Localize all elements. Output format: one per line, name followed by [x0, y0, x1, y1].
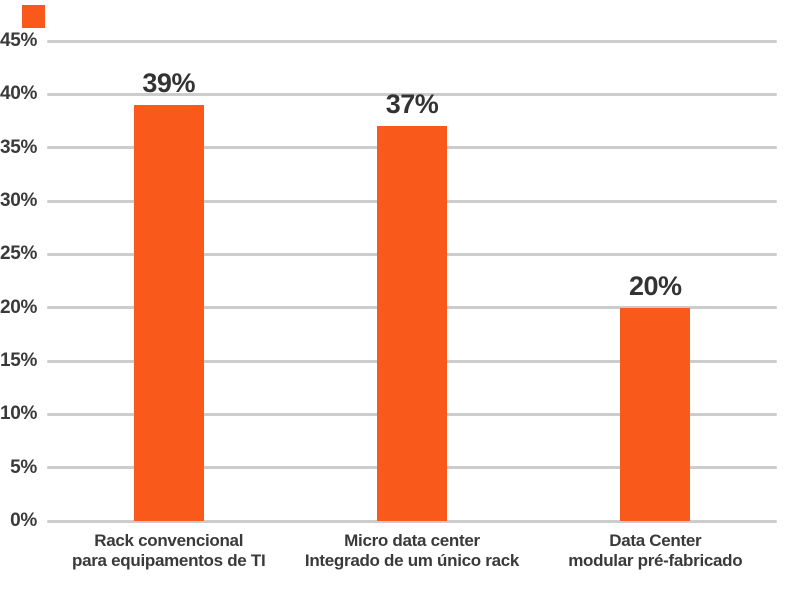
- y-tick-label-35%: 35%: [0, 136, 38, 158]
- y-tick-label-40%: 40%: [0, 83, 38, 105]
- y-tick-label-45%: 45%: [0, 30, 38, 51]
- category-label-line: para equipamentos de TI: [72, 551, 266, 570]
- bar-value-label-1: 39%: [142, 68, 195, 98]
- gridline-40%: [47, 92, 777, 96]
- category-label-line: modular pré-fabricado: [568, 551, 743, 570]
- bar-2: [377, 126, 447, 521]
- category-label-line: Integrado de um único rack: [304, 551, 520, 570]
- bar-3: [620, 307, 691, 521]
- category-label-3: Data Center modular pré-fabricado: [530, 531, 780, 571]
- category-label-line: Data Center: [609, 531, 702, 550]
- category-label-line: Micro data center: [344, 531, 480, 550]
- category-label-1: Rack convencional para equipamentos de TI: [44, 531, 294, 571]
- category-label-line: Rack convencional: [94, 531, 244, 550]
- gridline-0%: [47, 519, 777, 523]
- category-label-2: Micro data center Integrado de um único r…: [287, 531, 537, 571]
- y-tick-label-5%: 5%: [10, 456, 37, 478]
- y-tick-label-30%: 30%: [0, 190, 38, 211]
- bar-1: [133, 105, 204, 521]
- y-tick-label-10%: 10%: [0, 403, 38, 425]
- y-tick-label-20%: 20%: [0, 296, 38, 318]
- bar-value-label-2: 37%: [385, 89, 439, 120]
- y-tick-label-15%: 15%: [0, 350, 38, 371]
- bar-value-label-3: 20%: [629, 270, 682, 301]
- y-tick-label-25%: 25%: [0, 243, 38, 265]
- gridline-45%: [47, 39, 777, 43]
- legend-swatch: [22, 5, 45, 28]
- y-tick-label-0%: 0%: [10, 510, 37, 531]
